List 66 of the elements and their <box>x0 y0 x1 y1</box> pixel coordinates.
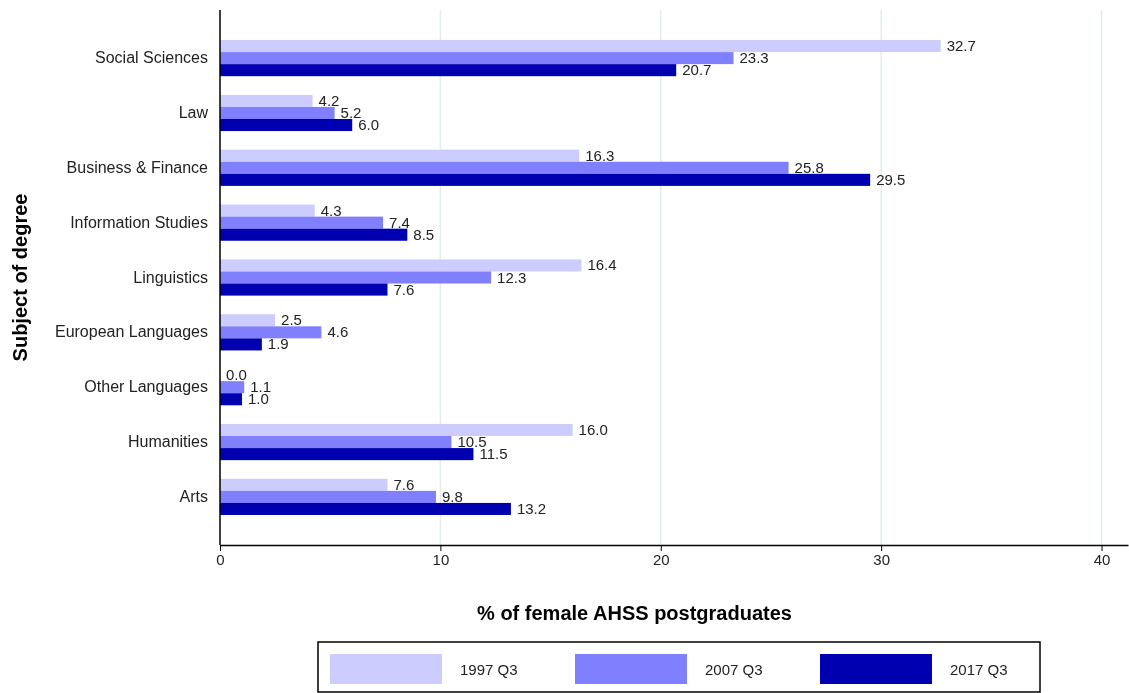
bar <box>220 106 335 119</box>
bar <box>220 259 582 272</box>
data-label: 4.6 <box>327 323 349 341</box>
bar <box>220 94 313 107</box>
data-label: 0.0 <box>226 366 247 384</box>
data-label: 16.4 <box>587 256 617 274</box>
y-tick-label: Business & Finance <box>66 158 209 176</box>
y-tick-label: Humanities <box>127 433 208 451</box>
data-label: 23.3 <box>739 49 769 67</box>
data-label: 7.6 <box>393 475 415 493</box>
data-label: 7.6 <box>393 280 415 298</box>
y-tick-label: Information Studies <box>70 213 208 231</box>
bar <box>220 490 436 503</box>
data-label: 16.0 <box>578 420 608 438</box>
bar <box>220 52 734 65</box>
data-label: 12.3 <box>497 268 527 286</box>
x-tick-label: 30 <box>873 550 891 568</box>
bar <box>220 40 941 53</box>
data-label: 9.8 <box>441 487 463 505</box>
text: 2017 Q3 <box>950 661 1008 678</box>
data-label: 8.5 <box>413 225 435 243</box>
y-tick-label: Social Sciences <box>95 49 208 67</box>
bar <box>220 64 677 77</box>
data-label: 13.2 <box>516 499 547 517</box>
bar <box>220 118 353 132</box>
x-axis-title: % of female AHSS postgraduates <box>477 602 792 624</box>
x-tick-label: 0 <box>216 550 225 568</box>
data-label: 4.2 <box>318 91 340 109</box>
bar <box>220 326 322 339</box>
bar <box>220 204 315 217</box>
bar <box>220 216 384 229</box>
bar <box>220 149 580 162</box>
data-label: 25.8 <box>794 158 824 176</box>
data-label: 29.5 <box>876 170 906 188</box>
bar <box>220 393 243 406</box>
data-label: 2.5 <box>281 311 302 329</box>
y-tick-label: Arts <box>179 488 208 506</box>
data-label: 1.9 <box>267 335 289 353</box>
bar <box>220 381 245 394</box>
x-tick-label: 10 <box>432 550 450 568</box>
bar <box>220 228 408 241</box>
bar <box>220 502 511 515</box>
y-tick-label: Linguistics <box>133 268 208 286</box>
text: 1997 Q3 <box>460 661 518 678</box>
bar <box>220 161 789 174</box>
data-label: 32.7 <box>946 37 976 55</box>
y-axis-title: Subject of degree <box>9 193 31 362</box>
bar <box>220 283 388 296</box>
bar <box>220 478 388 491</box>
y-tick-label: Law <box>178 104 209 122</box>
x-tick-label: 20 <box>652 550 670 568</box>
bar <box>220 423 573 437</box>
bar <box>220 448 474 461</box>
bar <box>220 314 276 327</box>
data-label: 20.7 <box>682 61 712 79</box>
data-label: 7.4 <box>389 213 410 231</box>
bar <box>220 436 452 449</box>
bar <box>220 271 492 284</box>
bar <box>220 173 871 186</box>
bar <box>220 338 262 351</box>
y-tick-label: European Languages <box>54 323 208 341</box>
x-tick-label: 40 <box>1093 550 1111 568</box>
text: 2007 Q3 <box>705 661 763 678</box>
data-label: 4.3 <box>320 201 342 219</box>
y-tick-label: Other Languages <box>84 378 208 396</box>
data-label: 16.3 <box>585 146 615 164</box>
